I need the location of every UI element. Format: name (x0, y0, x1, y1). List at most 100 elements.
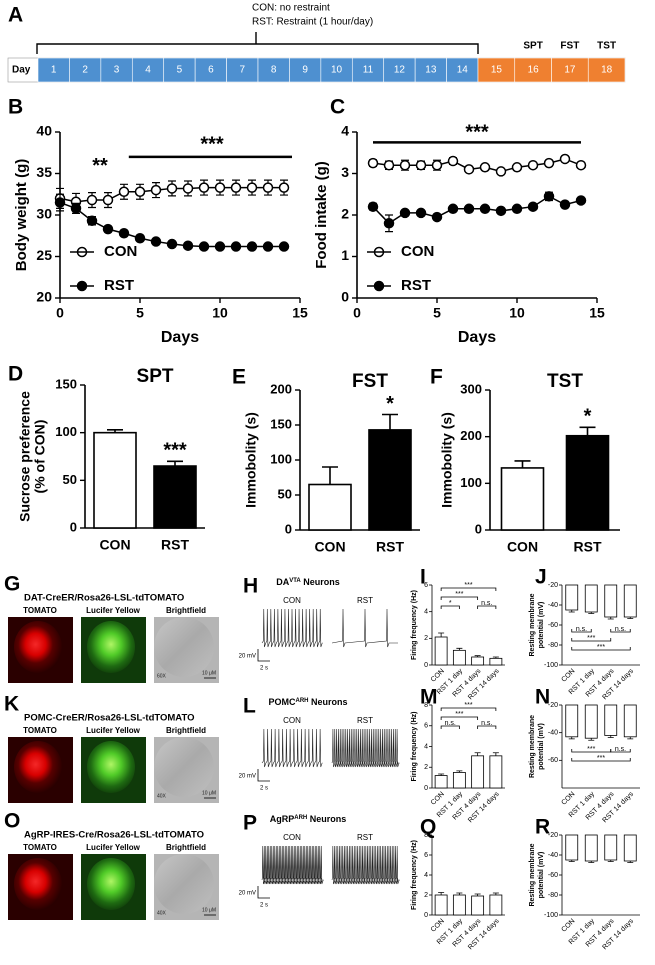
y-tick-label: -20 (548, 582, 558, 589)
day-number: 3 (114, 65, 120, 76)
y-tick-label: 200 (460, 428, 482, 443)
scale-label: 20 mV (239, 654, 256, 660)
y-tick-label: -20 (548, 702, 558, 709)
data-point (495, 205, 507, 217)
day-number: 18 (601, 65, 613, 76)
significance: *** (455, 591, 463, 598)
bar (434, 894, 448, 916)
data-point (399, 159, 411, 171)
data-point (383, 218, 395, 229)
error-bar (627, 617, 634, 619)
y-tick-label: 4 (424, 872, 428, 879)
bar (604, 584, 618, 618)
day-number: 9 (302, 65, 308, 76)
day-number: 17 (564, 65, 576, 76)
day-box (446, 57, 479, 83)
bar (452, 894, 466, 916)
condition-label: CON (283, 596, 301, 605)
data-point (399, 207, 411, 219)
bar (565, 434, 610, 531)
day-label: Day (12, 65, 31, 76)
data-point (102, 194, 114, 206)
x-tick-label: CON (430, 668, 446, 684)
cell (14, 741, 62, 793)
error-bar (107, 429, 123, 433)
y-tick-label: 0 (70, 519, 77, 534)
legend-label: RST (401, 277, 431, 294)
significance: n.s. (445, 720, 456, 727)
bar (489, 755, 503, 789)
y-tick-label: 1 (341, 247, 349, 263)
condition-label: RST (357, 716, 373, 725)
bar (584, 834, 598, 862)
bar (452, 649, 466, 666)
scale-bar (257, 886, 270, 899)
data-point (431, 211, 443, 223)
magnification: 40X (157, 793, 167, 799)
condition-label: RST (357, 833, 373, 842)
data-point (527, 201, 539, 212)
bar (623, 704, 637, 738)
y-tick-label: 50 (63, 472, 77, 487)
error-bar (474, 893, 481, 896)
bar (93, 431, 137, 529)
y-tick-label: 2 (424, 764, 428, 771)
y-axis-label: Resting membrane (529, 715, 536, 778)
cell (87, 621, 135, 673)
day-box (383, 57, 416, 83)
panel-label: A (8, 4, 23, 27)
voltage-trace (261, 728, 323, 768)
x-tick-label: CON (314, 539, 345, 555)
image-label: Brightfield (166, 843, 206, 852)
data-point (447, 203, 459, 215)
scale-label: 20 mV (239, 774, 256, 780)
x-tick-label: RST (376, 539, 404, 555)
data-point (166, 183, 178, 194)
bar (623, 834, 637, 862)
y-tick-label: 3 (341, 164, 349, 180)
image-title: POMC-CreER/Rosa26-LSL-tdTOMATO (24, 713, 195, 724)
y-tick-label: 0 (475, 521, 482, 536)
y-tick-label: 4 (424, 609, 428, 616)
chart-title: SPT (137, 366, 174, 387)
y-tick-label: 4 (341, 123, 349, 139)
y-tick-label: 8 (424, 702, 428, 709)
error-bar (568, 860, 575, 862)
day-box (131, 57, 165, 83)
x-tick-label: 10 (509, 305, 525, 321)
data-point (559, 153, 571, 165)
trace-title-part: VTA (289, 578, 301, 584)
panel-label: F (430, 366, 443, 389)
data-point (86, 215, 98, 227)
data-point (415, 159, 427, 171)
data-point (511, 203, 523, 215)
day-number: 12 (394, 65, 406, 76)
image-title: AgRP-IRES-Cre/Rosa26-LSL-tdTOMATO (24, 830, 204, 841)
x-tick-label: 0 (56, 305, 64, 321)
y-tick-label: 40 (36, 123, 52, 139)
y-tick-label: -80 (548, 642, 558, 649)
data-point (575, 159, 587, 171)
error-bar (568, 610, 575, 613)
legend-label: RST (104, 277, 134, 294)
scale-bar (257, 649, 270, 662)
voltage-trace (331, 728, 400, 768)
y-tick-label: 25 (36, 247, 52, 263)
data-point (383, 159, 395, 171)
day-box (37, 57, 70, 83)
data-point (166, 238, 178, 250)
data-point (527, 159, 539, 171)
scale-label: 20 mV (239, 891, 256, 897)
x-tick-label: CON (507, 539, 538, 555)
cell (14, 621, 62, 673)
data-point (447, 155, 459, 167)
y-axis-label: potential (mV) (538, 852, 545, 899)
y-tick-label: 20 (36, 289, 52, 305)
y-tick-label: 0 (424, 662, 428, 669)
test-label: TST (597, 41, 616, 52)
cell (87, 741, 135, 793)
cell (154, 854, 214, 914)
data-point (543, 191, 555, 202)
data-point (70, 203, 82, 214)
